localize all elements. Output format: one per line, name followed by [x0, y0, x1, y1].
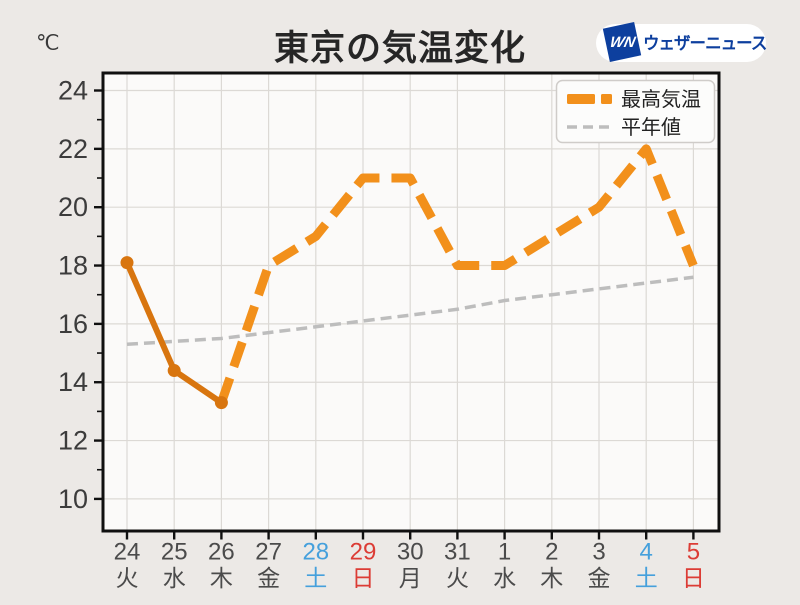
x-tick-label-weekday: 金: [588, 565, 611, 591]
x-tick-label-date: 1: [498, 539, 511, 566]
x-tick-label-date: 4: [640, 539, 653, 566]
y-tick-label: 16: [58, 309, 88, 339]
series-layer: [120, 144, 698, 410]
y-tick-label: 22: [58, 134, 88, 164]
observed-point-marker: [167, 364, 181, 378]
x-tick-label-weekday: 火: [116, 565, 139, 591]
max-temperature-forecast-line: [217, 144, 698, 405]
weathernews-logo: WN ウェザーニュース: [596, 22, 767, 62]
x-tick-label-date: 30: [397, 539, 424, 566]
x-tick-label-weekday: 日: [352, 565, 375, 591]
chart-title: 東京の気温変化: [273, 29, 526, 68]
normal-temperature-line: [126, 275, 694, 347]
y-tick-label: 14: [58, 367, 88, 397]
max-temp-legend-dash-long: [567, 94, 595, 104]
x-tick-label-weekday: 日: [682, 565, 705, 591]
x-tick-label-weekday: 木: [210, 565, 233, 591]
max-temp-legend-dash-short: [601, 94, 612, 104]
y-tick-label: 18: [58, 251, 88, 281]
legend-label-max-temp: 最高気温: [621, 88, 701, 111]
observed-point-marker: [214, 396, 228, 410]
x-tick-label-date: 28: [302, 539, 329, 566]
legend: 最高気温 平年値: [555, 79, 716, 144]
x-tick-label-weekday: 土: [635, 565, 658, 591]
legend-box: [555, 79, 716, 144]
x-tick-label-date: 25: [161, 539, 188, 566]
x-tick-label-weekday: 木: [540, 565, 563, 591]
x-tick-label-date: 2: [545, 539, 558, 566]
legend-label-normal: 平年値: [621, 116, 681, 139]
x-tick-label-date: 27: [255, 539, 282, 566]
y-tick-label: 12: [58, 426, 88, 456]
x-tick-label-weekday: 水: [493, 565, 516, 591]
x-tick-label-weekday: 土: [304, 565, 327, 591]
x-tick-label-date: 3: [592, 539, 605, 566]
x-tick-label-weekday: 火: [446, 565, 469, 591]
y-tick-label: 24: [58, 76, 88, 106]
x-tick-label-weekday: 月: [399, 565, 422, 591]
x-tick-label-weekday: 水: [163, 565, 186, 591]
x-tick-label-weekday: 金: [257, 565, 280, 591]
wn-logo-icon: WN: [602, 22, 642, 62]
axis-label-layer: 101214161820222424火25水26木27金28土29日30月31火…: [58, 76, 705, 591]
legend-item-normal: 平年値: [567, 116, 681, 139]
y-tick-label: 10: [58, 484, 88, 514]
y-axis-unit-label: ℃: [36, 32, 60, 55]
y-tick-label: 20: [58, 192, 88, 222]
x-tick-label-date: 24: [114, 539, 141, 566]
plot-border: [101, 71, 721, 533]
wn-logo-letters: WN: [607, 33, 637, 51]
gridline-layer: [104, 74, 718, 530]
observed-point-marker: [120, 256, 134, 270]
x-tick-label-date: 29: [350, 539, 377, 566]
legend-item-max-temp: 最高気温: [567, 88, 701, 111]
axis-tick-layer: [94, 89, 695, 540]
x-tick-label-date: 26: [208, 539, 235, 566]
logo-brand-name: ウェザーニュース: [643, 34, 767, 53]
x-tick-label-date: 31: [444, 539, 471, 566]
x-tick-label-date: 5: [687, 539, 700, 566]
